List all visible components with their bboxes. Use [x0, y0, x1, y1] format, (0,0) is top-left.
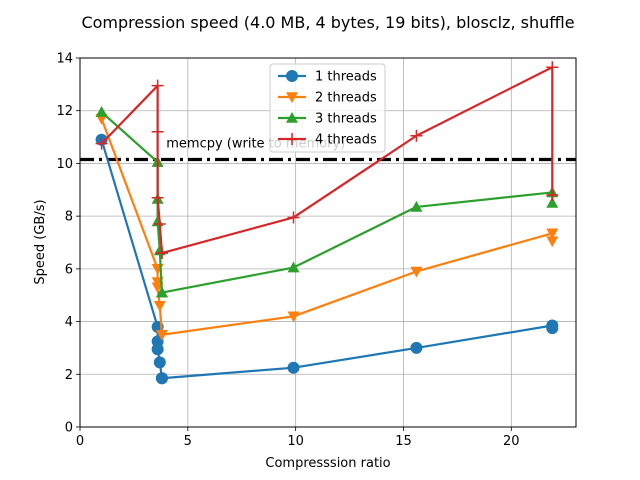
data-point [153, 300, 166, 312]
legend-label: 4 threads [315, 133, 377, 148]
legend-entry: 4 threads [278, 133, 377, 148]
x-tick-label: 0 [76, 434, 84, 449]
data-point [151, 79, 164, 92]
data-point [546, 196, 559, 208]
y-axis-label: Speed (GB/s) [33, 199, 48, 284]
y-tick-label: 8 [65, 210, 73, 225]
data-point [410, 129, 423, 142]
legend: 1 threads 2 threads 3 threads 4 threads [269, 63, 386, 153]
plot-frame [79, 57, 577, 428]
data-point [286, 133, 298, 145]
legend-label: 3 threads [315, 112, 377, 127]
data-point [155, 372, 168, 385]
data-point [155, 247, 168, 260]
ticks: 0 5 10 15 20 0 2 4 6 8 10 12 14 [56, 52, 519, 450]
data-point [410, 341, 423, 354]
legend-label: 1 threads [315, 70, 377, 85]
series-line [100, 118, 554, 336]
data-point [546, 236, 559, 248]
data-point [287, 361, 300, 374]
legend-box [269, 63, 386, 153]
y-tick-label: 14 [56, 52, 73, 67]
legend-entry: 1 threads [278, 70, 377, 85]
data-point [95, 137, 108, 150]
data-point [546, 228, 559, 240]
legend-label: 2 threads [315, 91, 377, 106]
data-point [151, 125, 164, 138]
series-line [100, 66, 554, 255]
y-tick-label: 12 [56, 104, 73, 119]
data-point [287, 211, 300, 224]
data-point [546, 322, 559, 335]
data-point [151, 191, 164, 204]
data-point [151, 343, 164, 356]
legend-entry: 3 threads [278, 112, 377, 127]
series-group [95, 61, 559, 385]
data-point [95, 106, 108, 117]
series-4 [95, 61, 559, 260]
x-tick-label: 10 [287, 434, 304, 449]
data-point [286, 112, 298, 123]
data-point [410, 266, 423, 278]
y-tick-label: 10 [56, 157, 73, 172]
data-point [155, 286, 168, 298]
data-point [287, 311, 300, 323]
y-tick-label: 6 [65, 262, 73, 277]
series-line [100, 139, 554, 380]
x-tick-label: 15 [395, 434, 412, 449]
chart-title: Compression speed (4.0 MB, 4 bytes, 19 b… [81, 13, 574, 32]
data-point [287, 261, 300, 273]
y-tick-label: 4 [65, 315, 73, 330]
legend-entry: 2 threads [278, 91, 377, 106]
x-tick-label: 20 [503, 434, 520, 449]
series-1 [95, 133, 559, 385]
x-axis-label: Compresssion ratio [265, 456, 390, 471]
data-point [546, 61, 559, 74]
y-tick-label: 2 [65, 368, 73, 383]
x-tick-label: 5 [184, 434, 192, 449]
data-point [153, 356, 166, 369]
data-point [286, 92, 298, 103]
data-point [410, 200, 423, 212]
data-point [153, 218, 166, 231]
y-tick-label: 0 [65, 421, 73, 436]
data-point [546, 189, 559, 202]
data-point [155, 329, 168, 341]
data-point [286, 70, 298, 82]
